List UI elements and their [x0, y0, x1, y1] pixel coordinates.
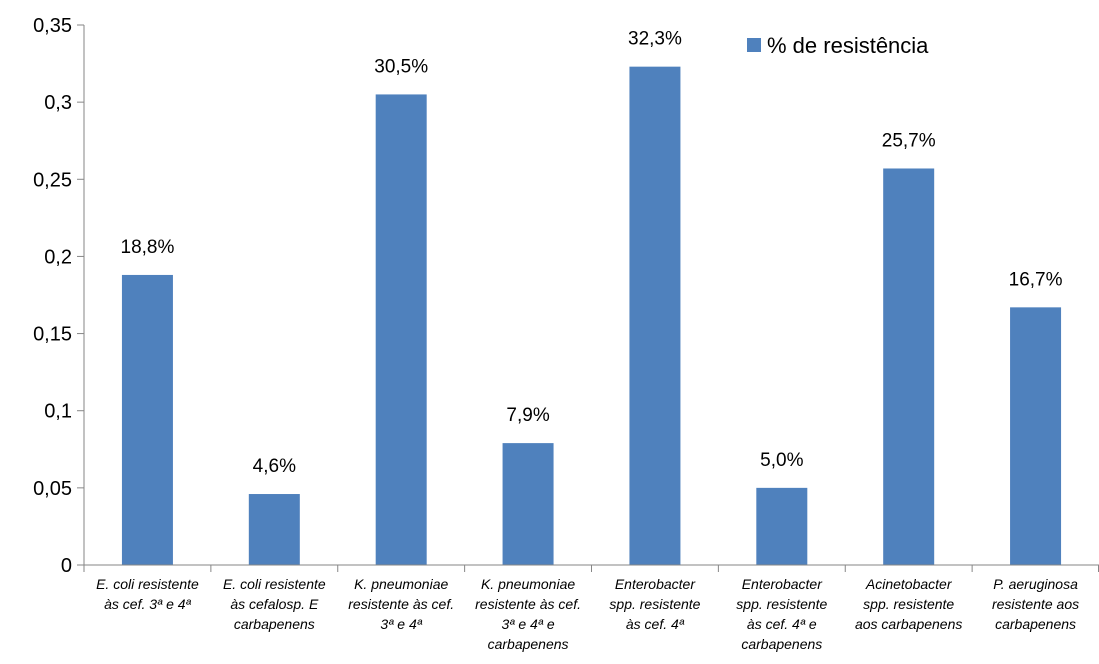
category-label: K. pneumoniae resistente às cef. 3ª e 4ª — [348, 576, 454, 632]
data-label: 7,9% — [506, 405, 549, 426]
legend-swatch — [747, 38, 761, 52]
category-label: Enterobacter spp. resistente às cef. 4ª — [609, 576, 700, 632]
data-label: 18,8% — [121, 237, 175, 258]
legend: % de resistência — [747, 33, 929, 58]
bar — [121, 274, 173, 565]
category-label: E. coli resistente às cef. 3ª e 4ª — [96, 576, 199, 612]
bar — [883, 168, 935, 565]
bar — [248, 494, 300, 565]
category-label: P. aeruginosa resistente aos carbapenens — [992, 576, 1079, 632]
bar — [502, 443, 554, 565]
y-tick-label: 0,1 — [44, 401, 72, 423]
bar — [629, 66, 681, 566]
y-tick-label: 0,35 — [33, 15, 72, 37]
category-label: K. pneumoniae resistente às cef. 3ª e 4ª e… — [475, 576, 581, 652]
data-label: 5,0% — [760, 450, 803, 471]
category-label: Acinetobacter spp. resistente aos carbapen… — [855, 576, 962, 632]
bar — [375, 94, 427, 565]
y-tick-label: 0 — [61, 555, 72, 577]
data-label: 32,3% — [628, 29, 682, 50]
bar — [756, 487, 808, 565]
data-label: 16,7% — [1009, 269, 1063, 290]
bar — [1010, 307, 1062, 565]
legend-label: % de resistência — [767, 33, 929, 58]
data-label: 25,7% — [882, 130, 936, 151]
y-tick-label: 0,25 — [33, 169, 72, 191]
x-axis: E. coli resistente às cef. 3ª e 4ª E. coli… — [83, 564, 1099, 652]
y-tick-label: 0,05 — [33, 478, 72, 500]
bars: 18,8% 4,6% 30,5% 7,9% 32,3% 5,0% 25,7% 16,7% — [121, 29, 1063, 566]
y-axis: 0 0,05 0,1 0,15 0,2 0,25 0,3 0,35 — [33, 15, 85, 577]
y-tick-label: 0,15 — [33, 324, 72, 346]
data-label: 4,6% — [253, 456, 296, 477]
y-tick-label: 0,2 — [44, 246, 72, 268]
data-label: 30,5% — [374, 56, 428, 77]
y-tick-label: 0,3 — [44, 92, 72, 114]
